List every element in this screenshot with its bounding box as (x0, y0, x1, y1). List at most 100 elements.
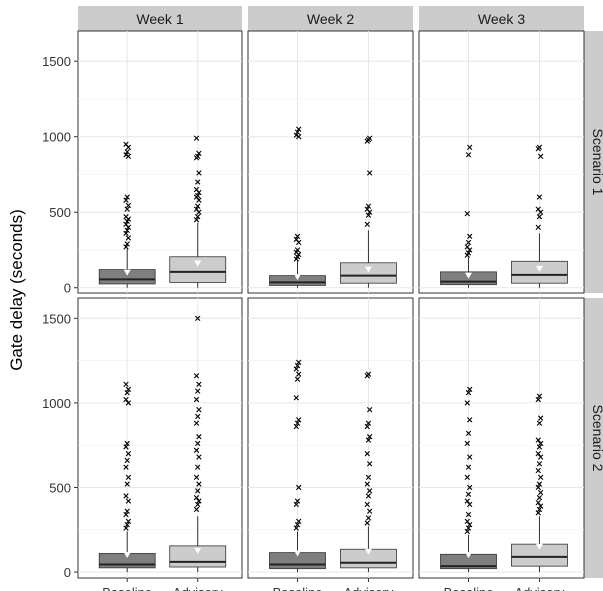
outlier-point (294, 522, 301, 528)
outlier-point (124, 206, 130, 212)
outlier-point (465, 430, 472, 437)
box-mean-marker (364, 548, 372, 555)
outlier-point (123, 244, 129, 250)
y-tick-label: 1000 (42, 396, 71, 411)
outlier-point (195, 315, 201, 321)
outlier-point (365, 212, 372, 218)
outlier-point (467, 501, 473, 508)
box-mean-marker (535, 265, 543, 272)
outlier-point (296, 359, 302, 365)
outlier-point (294, 420, 301, 426)
outlier-point (293, 525, 299, 531)
outlier-point (536, 214, 543, 220)
outlier-point (294, 376, 301, 382)
outlier-point (366, 508, 373, 514)
outlier-point (535, 437, 541, 443)
outlier-point (296, 126, 302, 132)
y-tick-label: 0 (64, 281, 71, 296)
outlier-point (296, 371, 302, 377)
outlier-point (537, 454, 544, 460)
outlier-point (366, 135, 373, 141)
outlier-point (366, 406, 373, 413)
outlier-point (123, 525, 129, 531)
y-tick-label: 500 (49, 205, 71, 220)
box-mean-marker (294, 550, 301, 557)
box-advisory (340, 262, 397, 284)
outlier-point (535, 224, 541, 230)
outlier-point (293, 501, 299, 508)
outlier-point (196, 381, 202, 387)
outlier-point (124, 390, 130, 396)
outlier-point (535, 450, 541, 457)
outlier-point (123, 230, 129, 237)
outlier-point (294, 362, 301, 369)
outlier-point (124, 241, 130, 247)
outlier-point (296, 518, 302, 525)
box-mean-marker (123, 269, 131, 276)
outlier-point (195, 192, 201, 199)
outlier-point (193, 217, 200, 223)
outlier-point (123, 197, 129, 203)
outlier-point (195, 501, 201, 508)
outlier-point (196, 434, 202, 440)
outlier-point (536, 481, 543, 487)
outlier-point (195, 488, 201, 494)
outlier-point (125, 498, 132, 504)
box-mean-marker (194, 260, 202, 267)
outlier-point (537, 440, 544, 447)
outlier-point (125, 153, 132, 160)
outlier-point (467, 386, 473, 393)
outlier-point (365, 515, 372, 521)
outlier-point (123, 493, 129, 499)
outlier-point (195, 179, 201, 185)
outlier-point (123, 152, 129, 158)
outlier-point (465, 525, 472, 531)
panel-frame (247, 30, 414, 294)
box-mean-marker (465, 272, 472, 279)
outlier-point (535, 510, 541, 516)
x-tick-label: Baseline (444, 585, 494, 591)
outlier-point (535, 500, 541, 506)
outlier-point (125, 235, 132, 241)
outlier-point (193, 206, 200, 212)
outlier-point (193, 396, 200, 403)
outlier-point (123, 511, 129, 518)
outlier-point (123, 214, 129, 220)
outlier-point (364, 481, 370, 487)
outlier-point (125, 202, 132, 209)
box-mean-marker (535, 543, 543, 550)
x-tick-label: Advisory (173, 585, 223, 591)
outlier-point (536, 194, 543, 200)
outlier-point (123, 221, 129, 227)
outlier-point (293, 366, 299, 372)
x-tick-label: Baseline (273, 585, 323, 591)
outlier-point (296, 134, 302, 140)
outlier-point (193, 474, 200, 481)
outlier-point (196, 170, 202, 176)
outlier-point (195, 153, 201, 160)
outlier-point (125, 450, 132, 457)
row-strip-label: Scenario 2 (590, 405, 603, 472)
outlier-point (536, 444, 543, 450)
outlier-point (193, 420, 200, 426)
outlier-point (123, 396, 129, 403)
y-tick-label: 1500 (42, 311, 71, 326)
outlier-point (464, 498, 470, 504)
box-mean-marker (194, 547, 202, 554)
outlier-point (195, 464, 201, 470)
outlier-point (537, 153, 544, 160)
outlier-point (196, 498, 202, 504)
box-advisory (511, 260, 568, 284)
outlier-point (196, 406, 202, 413)
outlier-point (195, 214, 201, 220)
outlier-point (537, 474, 544, 481)
outlier-point (464, 400, 470, 406)
outlier-point (293, 236, 299, 243)
outlier-point (294, 498, 301, 504)
outlier-point (365, 203, 372, 209)
outlier-point (193, 373, 200, 379)
outlier-point (364, 221, 370, 227)
outlier-point (365, 371, 372, 377)
outlier-point (366, 434, 373, 440)
y-axis-title: Gate delay (seconds) (7, 209, 26, 371)
